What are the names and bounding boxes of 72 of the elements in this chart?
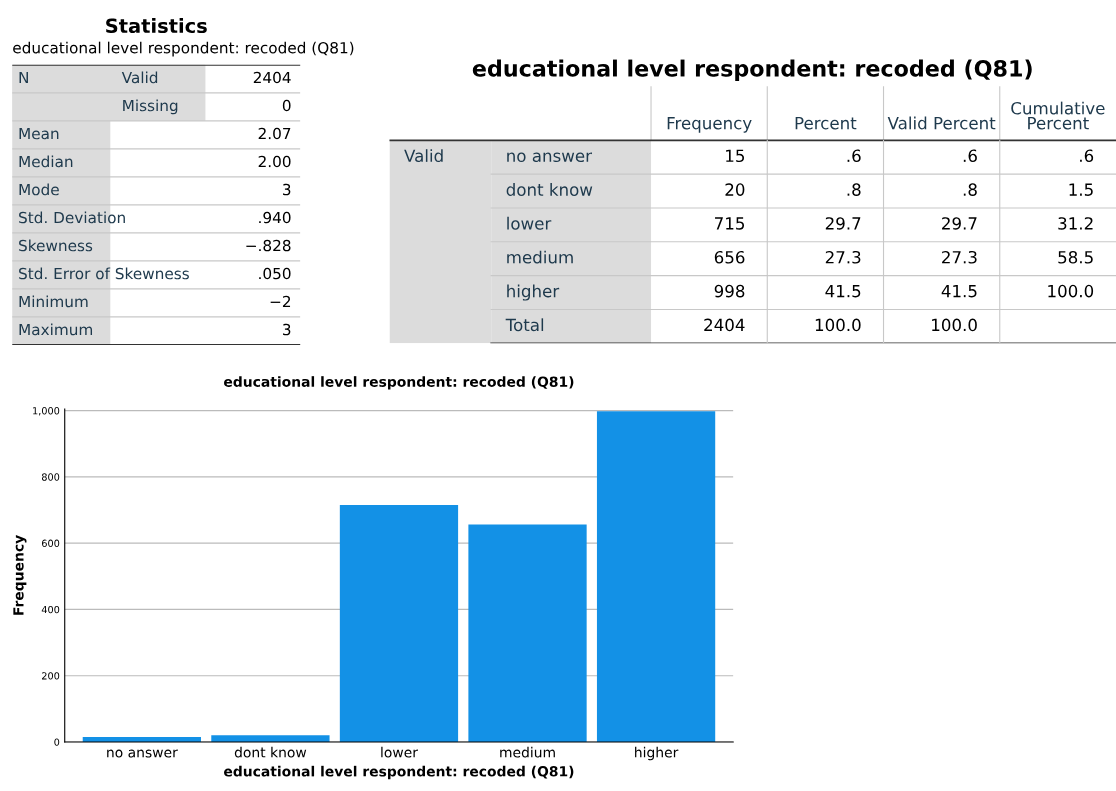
text: Valid (121, 71, 158, 84)
x-tick-label: medium (500, 746, 555, 758)
y-axis-title: Frequency (13, 535, 27, 615)
category-label: Maximum (19, 323, 93, 336)
x-tick-label: higher (635, 746, 679, 761)
category-label: Total (505, 318, 544, 332)
text: 0 (282, 99, 291, 112)
text: 27.3 (942, 250, 977, 264)
text: 2404 (253, 71, 291, 84)
y-tick-label: 400 (41, 605, 60, 614)
text: 41.5 (941, 285, 977, 298)
chart-title: educational level respondent: recoded (Q81) (224, 376, 574, 390)
text: −2 (270, 295, 291, 308)
text: 20 (725, 183, 745, 196)
category-label: Mean (19, 127, 59, 140)
category-label: Mode (19, 183, 59, 196)
category-label: Minimum (19, 295, 88, 308)
y-tick-label: 1,000 (33, 407, 60, 416)
text: 29.7 (825, 217, 861, 230)
text: .6 (847, 149, 861, 163)
text: .8 (963, 183, 977, 196)
category-label: lower (507, 216, 552, 230)
x-tick-label: no answer (107, 749, 178, 758)
y-tick-label: 800 (41, 473, 60, 481)
text: .6 (1080, 149, 1094, 163)
text: 3 (283, 183, 291, 196)
text: 31.2 (1058, 217, 1093, 230)
text: .940 (259, 211, 291, 224)
category-label: Cumulative Percent (1011, 101, 1105, 130)
text: −.828 (246, 239, 291, 252)
text: 100.0 (932, 318, 977, 332)
text: .8 (847, 183, 861, 196)
x-tick-label: lower (381, 746, 418, 758)
category-label: N (19, 71, 28, 84)
category-label: Skewness (19, 239, 93, 252)
y-tick-label: 200 (42, 672, 60, 680)
text: .6 (963, 149, 977, 163)
text: Missing (123, 99, 178, 115)
x-axis-title: educational level respondent: recoded (Q81) (224, 765, 574, 780)
category-label: dont know (506, 183, 593, 196)
category-label: Median (19, 155, 73, 168)
text: 100.0 (1048, 284, 1094, 298)
y-tick-label: 0 (54, 738, 60, 746)
x-tick-label: dont know (234, 746, 307, 758)
text: educational level respondent: recoded (Q81) (472, 59, 1032, 82)
category-label: Valid Percent (887, 116, 996, 130)
text: .050 (259, 267, 291, 280)
text: 2.00 (258, 155, 291, 168)
category-label: Percent (795, 117, 857, 130)
text: 998 (714, 284, 745, 298)
category-label: Std. Deviation (19, 211, 125, 224)
text: 656 (714, 250, 745, 264)
y-tick-label: 600 (41, 539, 60, 547)
text: 1.5 (1069, 183, 1093, 196)
text: Statistics (106, 18, 207, 34)
text: 2404 (704, 318, 745, 332)
category-label: no answer (507, 152, 592, 163)
text: 41.5 (825, 285, 861, 298)
text: 27.3 (825, 250, 861, 264)
category-label: Std. Error of Skewness (19, 267, 189, 280)
text: educational level respondent: recoded (Q81) (13, 41, 354, 57)
text: 15 (726, 149, 745, 163)
text: 2.07 (258, 127, 291, 140)
text: 100.0 (815, 318, 861, 332)
text: Valid (404, 149, 443, 163)
category-label: Frequency (667, 117, 752, 133)
text: 3 (283, 323, 291, 336)
category-label: higher (507, 284, 560, 301)
text: 58.5 (1058, 250, 1093, 264)
text: 29.7 (942, 217, 977, 230)
text: 715 (715, 217, 745, 230)
category-label: medium (507, 250, 573, 264)
